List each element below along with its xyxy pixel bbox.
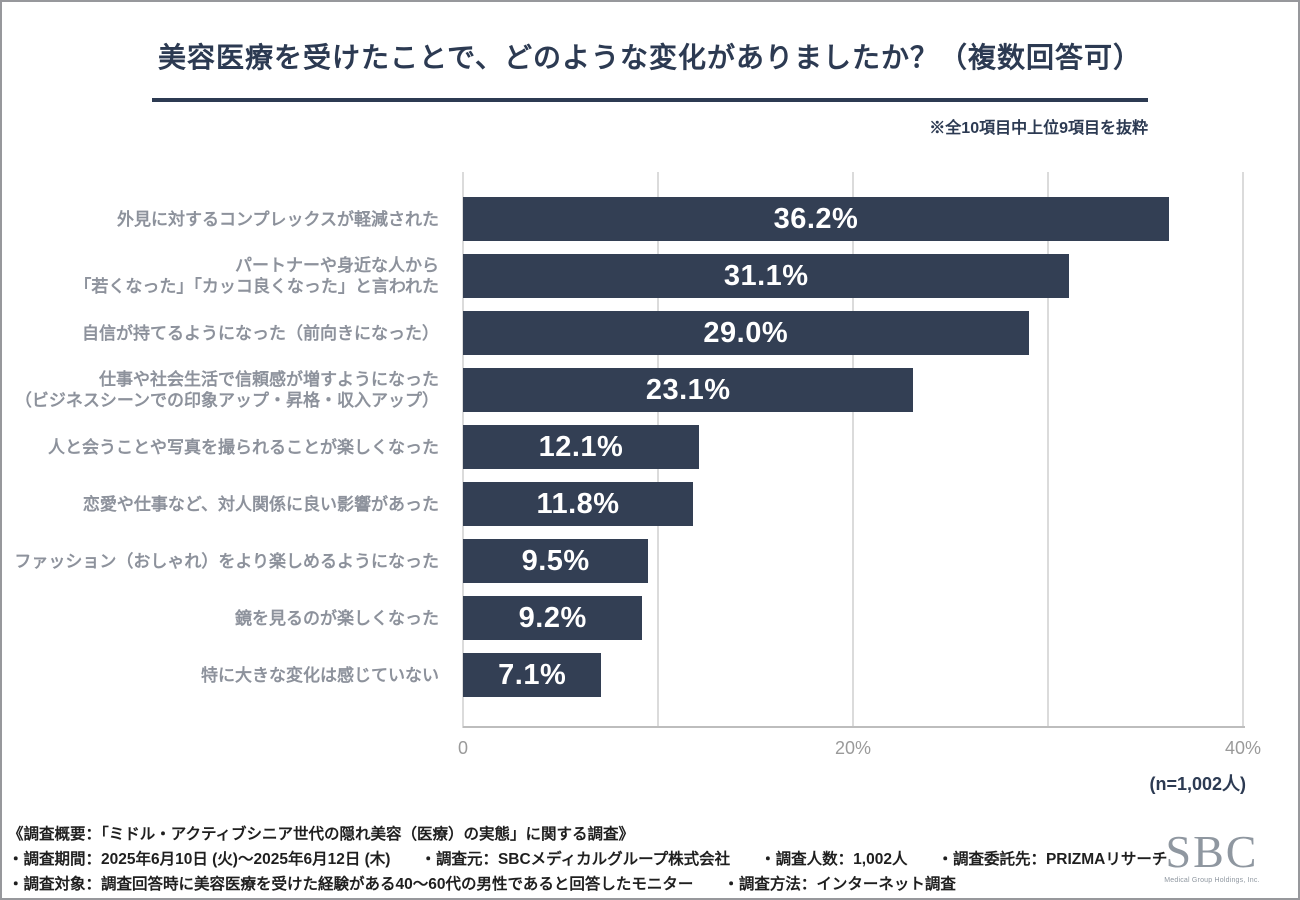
footer-item: ・調査方法：インターネット調査 [723,876,956,893]
footer-item: ・調査期間：2025年6月10日 (火)～2025年6月12日 (木) [8,851,391,868]
bar: 31.1% [463,254,1070,298]
sbc-logo: SBC Medical Group Holdings, Inc. [1152,826,1272,885]
category-label-line: パートナーや身近な人から [235,256,439,275]
x-axis-tick: 20% [834,738,872,758]
category-label-line: 人と会うことや写真を撮られることが楽しくなった [48,437,439,457]
bar-value-label: 12.1% [538,430,624,463]
sbc-logo-caption: Medical Group Holdings, Inc. [1164,877,1260,885]
footer-item: ・調査人数：1,002人 [760,851,908,868]
category-label-line: （ビジネスシーンでの印象アップ・昇格・収入アップ） [14,391,439,410]
bar-value-label: 23.1% [645,373,731,406]
category-label-line: 外見に対するコンプレックスが軽減された [117,209,439,229]
bar-value-label: 29.0% [703,316,789,349]
category-label-line: 自信が持てるようになった（前向きになった） [82,323,439,343]
x-axis-tick: 40% [1224,738,1262,758]
x-axis-tick: 0 [457,738,469,758]
survey-overview: 《調査概要：「ミドル・アクティブシニア世代の隠れ美容（医療）の実態」に関する調査… [8,822,1167,897]
category-label: 外見に対するコンプレックスが軽減された [0,197,447,241]
category-label: ファッション（おしゃれ）をより楽しめるようになった [0,539,447,583]
footer-item: ・調査委託先：PRIZMAリサーチ [937,851,1168,868]
category-label: パートナーや身近な人から「若くなった」「カッコ良くなった」と言われた [0,254,447,298]
bar: 11.8% [463,482,694,526]
bar: 29.0% [463,311,1029,355]
sbc-logo-text: SBC [1165,826,1259,877]
category-label: 鏡を見るのが楽しくなった [0,596,447,640]
category-label: 仕事や社会生活で信頼感が増すようになった （ビジネスシーンでの印象アップ・昇格・収… [0,368,447,412]
survey-overview-line2: ・調査期間：2025年6月10日 (火)～2025年6月12日 (木) ・調査元：… [8,847,1167,872]
bar-value-label: 9.2% [518,601,587,634]
footer-item: ・調査元：SBCメディカルグループ株式会社 [420,851,731,868]
gridline [852,172,854,728]
excerpt-note: ※全10項目中上位9項目を抜粋 [929,120,1148,137]
bar: 9.5% [463,539,649,583]
sample-size-label: (n=1,002人) [1149,774,1246,794]
bar: 12.1% [463,425,699,469]
footer-item: ・調査対象：調査回答時に美容医療を受けた経験がある40～60代の男性であると回答… [8,876,694,893]
survey-overview-line3: ・調査対象：調査回答時に美容医療を受けた経験がある40～60代の男性であると回答… [8,872,1148,897]
gridline [1047,172,1049,728]
category-label-line: 仕事や社会生活で信頼感が増すようになった [99,370,439,389]
bar-value-label: 31.1% [723,259,809,292]
bar-value-label: 11.8% [536,487,620,520]
bar-value-label: 7.1% [498,658,567,691]
title-underline [152,98,1148,102]
bar-value-label: 9.5% [521,544,590,577]
bar: 23.1% [463,368,914,412]
bar: 7.1% [463,653,602,697]
chart: 外見に対するコンプレックスが軽減された 36.2% パートナーや身近な人から「若くな… [0,172,1300,758]
category-label: 人と会うことや写真を撮られることが楽しくなった [0,425,447,469]
category-label: 自信が持てるようになった（前向きになった） [0,311,447,355]
category-label-line: 恋愛や仕事など、対人関係に良い影響があった [82,494,439,514]
gridline [1242,172,1244,728]
category-label-line: 特に大きな変化は感じていない [201,665,439,685]
x-axis-line [463,726,1245,728]
survey-overview-heading-line: 《調査概要：「ミドル・アクティブシニア世代の隠れ美容（医療）の実態」に関する調査… [8,822,1148,847]
category-label-line: ファッション（おしゃれ）をより楽しめるようになった [14,551,439,571]
category-label-line: 「若くなった」「カッコ良くなった」と言われた [74,277,439,296]
bar: 36.2% [463,197,1169,241]
survey-overview-heading: 《調査概要：「ミドル・アクティブシニア世代の隠れ美容（医療）の実態」に関する調査… [8,826,635,843]
bar-value-label: 36.2% [773,202,859,235]
bar: 9.2% [463,596,643,640]
category-label: 恋愛や仕事など、対人関係に良い影響があった [0,482,447,526]
category-label: 特に大きな変化は感じていない [0,653,447,697]
category-label-line: 鏡を見るのが楽しくなった [235,608,439,628]
page-title: 美容医療を受けたことで、どのような変化がありましたか？（複数回答可） [157,42,1143,73]
